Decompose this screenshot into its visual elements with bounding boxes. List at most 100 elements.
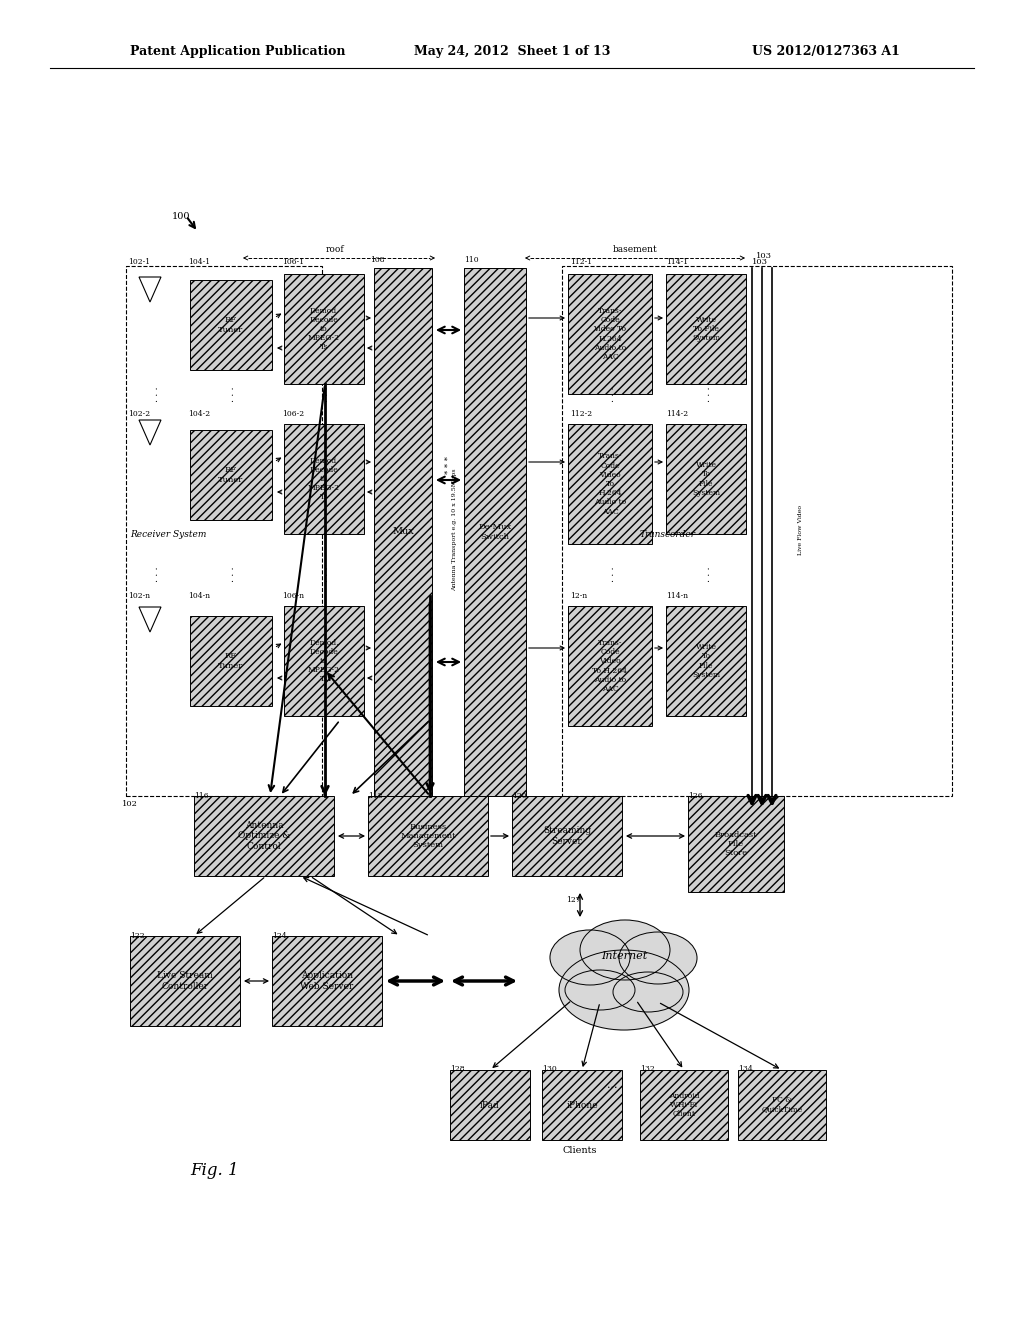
Bar bbox=[284, 606, 364, 715]
Text: 104-2: 104-2 bbox=[188, 411, 210, 418]
Ellipse shape bbox=[565, 970, 635, 1010]
Text: Write
To
File
System: Write To File System bbox=[692, 643, 720, 678]
Text: Live Stream
Controller: Live Stream Controller bbox=[157, 972, 213, 991]
Text: De-Mux
Switch: De-Mux Switch bbox=[478, 524, 512, 541]
Bar bbox=[568, 424, 652, 544]
Text: Business
Management
System: Business Management System bbox=[400, 822, 456, 849]
Text: Receiver System: Receiver System bbox=[130, 531, 207, 539]
Bar bbox=[542, 1071, 622, 1140]
Text: . . .: . . . bbox=[703, 387, 713, 401]
Text: RF
Tuner: RF Tuner bbox=[218, 652, 244, 669]
Text: 112-2: 112-2 bbox=[570, 411, 592, 418]
Bar bbox=[130, 936, 240, 1026]
Bar bbox=[666, 424, 746, 535]
Text: US 2012/0127363 A1: US 2012/0127363 A1 bbox=[752, 45, 900, 58]
Text: 114-2: 114-2 bbox=[666, 411, 688, 418]
Bar bbox=[190, 430, 272, 520]
Text: 116: 116 bbox=[194, 792, 209, 800]
Ellipse shape bbox=[550, 931, 630, 985]
Text: Write
To
File
System: Write To File System bbox=[692, 461, 720, 496]
Bar bbox=[368, 796, 488, 876]
Ellipse shape bbox=[618, 932, 697, 983]
Text: . . .: . . . bbox=[703, 566, 713, 582]
Text: 128: 128 bbox=[450, 1065, 465, 1073]
Text: 114-n: 114-n bbox=[666, 591, 688, 601]
Bar bbox=[512, 796, 622, 876]
Bar bbox=[284, 424, 364, 535]
Text: Fig. 1: Fig. 1 bbox=[190, 1162, 240, 1179]
Text: 102-2: 102-2 bbox=[128, 411, 151, 418]
Text: 130: 130 bbox=[542, 1065, 557, 1073]
Text: 104-n: 104-n bbox=[188, 591, 210, 601]
Ellipse shape bbox=[580, 920, 670, 979]
Text: Trans-
Code
Video To
H.264
Audio to
AAC: Trans- Code Video To H.264 Audio to AAC bbox=[594, 308, 627, 360]
Ellipse shape bbox=[559, 950, 689, 1030]
Text: 122: 122 bbox=[130, 932, 144, 940]
Text: 124: 124 bbox=[272, 932, 287, 940]
Text: Live Flow Video: Live Flow Video bbox=[798, 506, 803, 556]
Text: . . .: . . . bbox=[321, 387, 330, 401]
Bar bbox=[568, 275, 652, 393]
Text: Streaming
Server: Streaming Server bbox=[543, 826, 591, 846]
Bar bbox=[194, 796, 334, 876]
Text: Broadcast
File
Store: Broadcast File Store bbox=[715, 830, 758, 857]
Text: Transcorder: Transcorder bbox=[640, 531, 696, 539]
Text: 102-n: 102-n bbox=[128, 591, 151, 601]
Bar bbox=[666, 275, 746, 384]
Bar bbox=[374, 268, 432, 796]
Text: 106-n: 106-n bbox=[282, 591, 304, 601]
Text: PC &
QuickTime: PC & QuickTime bbox=[762, 1097, 803, 1114]
Text: roof: roof bbox=[326, 246, 344, 253]
Text: Trans-
Code
Video
To H.264
Audio to
AAC: Trans- Code Video To H.264 Audio to AAC bbox=[593, 639, 628, 693]
Text: 103: 103 bbox=[756, 252, 772, 260]
Text: . . .: . . . bbox=[227, 387, 237, 401]
Bar bbox=[284, 275, 364, 384]
Bar bbox=[190, 616, 272, 706]
Text: RF
Tuner: RF Tuner bbox=[218, 317, 244, 334]
Text: ...: ... bbox=[607, 1080, 617, 1090]
Text: 134: 134 bbox=[738, 1065, 753, 1073]
Text: basement: basement bbox=[612, 246, 657, 253]
Bar bbox=[190, 280, 272, 370]
Text: . . .: . . . bbox=[151, 387, 160, 401]
Text: 118: 118 bbox=[368, 792, 383, 800]
Text: Demod.
Decode
to
MPEG-2
Ts: Demod. Decode to MPEG-2 Ts bbox=[308, 306, 340, 351]
Text: 120: 120 bbox=[512, 792, 526, 800]
Ellipse shape bbox=[613, 972, 683, 1012]
Text: 102-1: 102-1 bbox=[128, 257, 151, 267]
Text: 127: 127 bbox=[566, 896, 581, 904]
Text: 110: 110 bbox=[464, 256, 478, 264]
Bar bbox=[738, 1071, 826, 1140]
Text: 126: 126 bbox=[688, 792, 702, 800]
Text: 12-n: 12-n bbox=[570, 591, 587, 601]
Text: 106-2: 106-2 bbox=[282, 411, 304, 418]
Text: Patent Application Publication: Patent Application Publication bbox=[130, 45, 345, 58]
Text: . . .: . . . bbox=[321, 566, 330, 582]
Bar bbox=[272, 936, 382, 1026]
Text: iPad: iPad bbox=[480, 1101, 500, 1110]
Bar bbox=[568, 606, 652, 726]
Text: Android
W.Hi-Fi
Client: Android W.Hi-Fi Client bbox=[669, 1092, 699, 1118]
Text: . . .: . . . bbox=[151, 566, 160, 582]
Text: . . .: . . . bbox=[607, 387, 616, 401]
Text: 100: 100 bbox=[172, 213, 190, 220]
Text: Mux: Mux bbox=[392, 528, 414, 536]
Text: Trans-
Code
Video
To
H.264
Audio to
AAC: Trans- Code Video To H.264 Audio to AAC bbox=[594, 453, 626, 516]
Text: . . .: . . . bbox=[607, 566, 616, 582]
Bar bbox=[450, 1071, 530, 1140]
Text: iPhone: iPhone bbox=[566, 1101, 598, 1110]
Text: 102: 102 bbox=[122, 800, 138, 808]
Text: 114-1: 114-1 bbox=[666, 257, 688, 267]
Bar bbox=[464, 268, 526, 796]
Text: 108: 108 bbox=[370, 256, 385, 264]
Text: Antenna Transport e.g. 10 x 19.5Mbps: Antenna Transport e.g. 10 x 19.5Mbps bbox=[453, 469, 458, 591]
Text: 112-1: 112-1 bbox=[570, 257, 592, 267]
Bar bbox=[126, 267, 322, 796]
Text: May 24, 2012  Sheet 1 of 13: May 24, 2012 Sheet 1 of 13 bbox=[414, 45, 610, 58]
Text: 106-1: 106-1 bbox=[282, 257, 304, 267]
Text: * * *: * * * bbox=[445, 455, 453, 474]
Bar bbox=[640, 1071, 728, 1140]
Text: Application
Web Server: Application Web Server bbox=[300, 972, 353, 991]
Text: 104-1: 104-1 bbox=[188, 257, 210, 267]
Text: RF
Tuner: RF Tuner bbox=[218, 466, 244, 483]
